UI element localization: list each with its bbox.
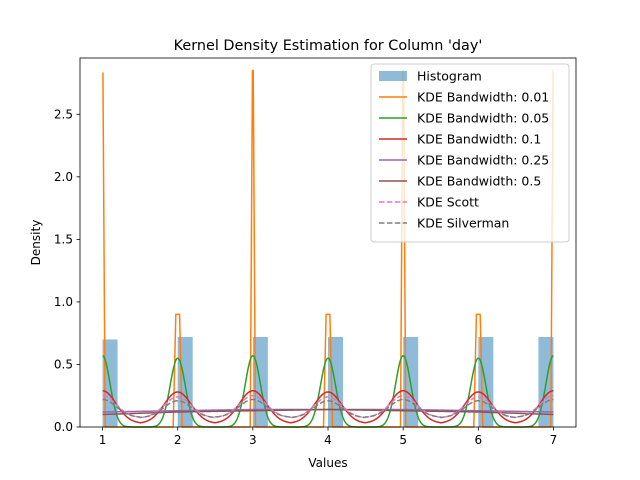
x-tick-label: 1 [99, 433, 107, 447]
kde-lines-layer [102, 69, 554, 428]
y-tick-label: 1.5 [54, 232, 73, 246]
legend-label: KDE Scott [417, 195, 479, 210]
y-axis-label: Density [29, 220, 43, 266]
y-tick-label: 2.0 [54, 170, 73, 184]
kde-line [102, 354, 554, 428]
kde-line [102, 389, 554, 424]
y-tick-label: 0.5 [54, 357, 73, 371]
y-tick-label: 2.5 [54, 107, 73, 121]
x-tick-label: 2 [174, 433, 182, 447]
y-tick-label: 0.0 [54, 420, 73, 434]
x-tick-label: 5 [399, 433, 407, 447]
x-tick-label: 7 [550, 433, 558, 447]
legend-label: KDE Bandwidth: 0.1 [417, 132, 541, 147]
kde-line [102, 398, 554, 419]
legend: Histogram KDE Bandwidth: 0.01 KDE Bandwidt… [370, 63, 570, 243]
legend-label: Histogram [417, 69, 482, 84]
legend-label: KDE Bandwidth: 0.05 [417, 111, 549, 126]
chart-title: Kernel Density Estimation for Column 'da… [174, 38, 483, 54]
x-tick-label: 6 [474, 433, 482, 447]
y-axis: 0.0 0.5 1.0 1.5 2.0 2.5 [54, 107, 80, 434]
legend-label: KDE Bandwidth: 0.25 [417, 153, 549, 168]
legend-label: KDE Bandwidth: 0.5 [417, 174, 541, 189]
x-axis: 1 2 3 4 5 6 7 [99, 427, 558, 447]
x-axis-label: Values [308, 456, 347, 470]
x-tick-label: 4 [324, 433, 332, 447]
kde-line [102, 408, 554, 416]
y-tick-label: 1.0 [54, 295, 73, 309]
legend-swatch-histogram [379, 71, 407, 81]
x-tick-label: 3 [249, 433, 257, 447]
legend-box [370, 63, 570, 243]
legend-label: KDE Silverman [417, 216, 509, 231]
kde-line [102, 394, 554, 419]
legend-label: KDE Bandwidth: 0.01 [417, 90, 549, 105]
kde-line [102, 69, 554, 428]
